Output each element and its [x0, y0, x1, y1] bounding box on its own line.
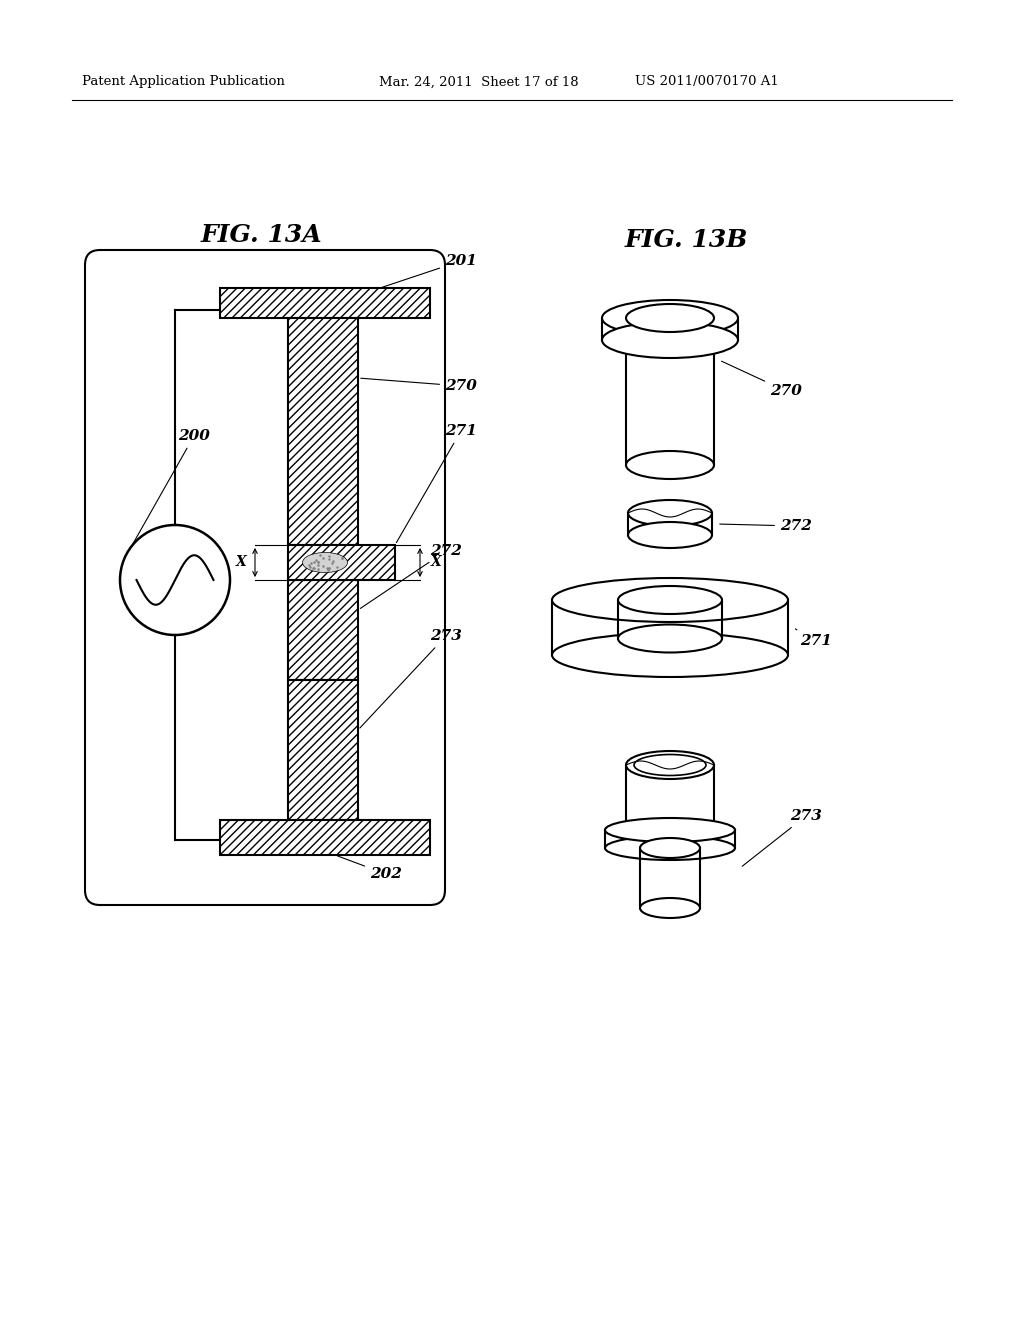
Text: Mar. 24, 2011  Sheet 17 of 18: Mar. 24, 2011 Sheet 17 of 18 [379, 75, 579, 88]
Bar [220, 288, 430, 318]
Bar [220, 820, 430, 855]
Text: 270: 270 [360, 379, 477, 393]
Bar [288, 680, 358, 820]
Ellipse shape [302, 553, 347, 573]
Ellipse shape [628, 521, 712, 548]
Text: 270: 270 [722, 362, 802, 399]
Text: US 2011/0070170 A1: US 2011/0070170 A1 [635, 75, 778, 88]
Bar [288, 318, 358, 545]
Bar [288, 318, 358, 545]
Text: 200: 200 [129, 429, 210, 550]
Text: X: X [431, 556, 441, 569]
Text: 201: 201 [383, 253, 477, 288]
Bar [288, 545, 395, 579]
Text: 271: 271 [396, 424, 477, 543]
Ellipse shape [552, 578, 788, 622]
Ellipse shape [626, 304, 714, 333]
Ellipse shape [634, 755, 706, 776]
Bar [220, 820, 430, 855]
Text: 272: 272 [720, 519, 812, 533]
Ellipse shape [605, 818, 735, 842]
Bar [288, 680, 358, 820]
Text: FIG. 13A: FIG. 13A [201, 223, 322, 247]
Ellipse shape [605, 836, 735, 861]
Text: 273: 273 [742, 809, 822, 866]
Ellipse shape [602, 322, 738, 358]
Ellipse shape [640, 838, 700, 858]
Bar [288, 579, 358, 680]
Text: 202: 202 [338, 855, 401, 880]
Ellipse shape [552, 634, 788, 677]
Bar [220, 288, 430, 318]
Ellipse shape [626, 451, 714, 479]
Ellipse shape [618, 586, 722, 614]
Ellipse shape [602, 300, 738, 337]
Text: 273: 273 [359, 630, 462, 727]
Text: 272: 272 [360, 544, 462, 609]
Text: FIG. 13B: FIG. 13B [625, 228, 748, 252]
Text: 271: 271 [796, 628, 831, 648]
Bar [288, 545, 395, 579]
Ellipse shape [628, 500, 712, 525]
Ellipse shape [626, 751, 714, 779]
Text: X: X [236, 556, 247, 569]
Text: Patent Application Publication: Patent Application Publication [82, 75, 285, 88]
Ellipse shape [640, 898, 700, 917]
Bar [288, 579, 358, 680]
Ellipse shape [626, 326, 714, 354]
Ellipse shape [618, 624, 722, 652]
